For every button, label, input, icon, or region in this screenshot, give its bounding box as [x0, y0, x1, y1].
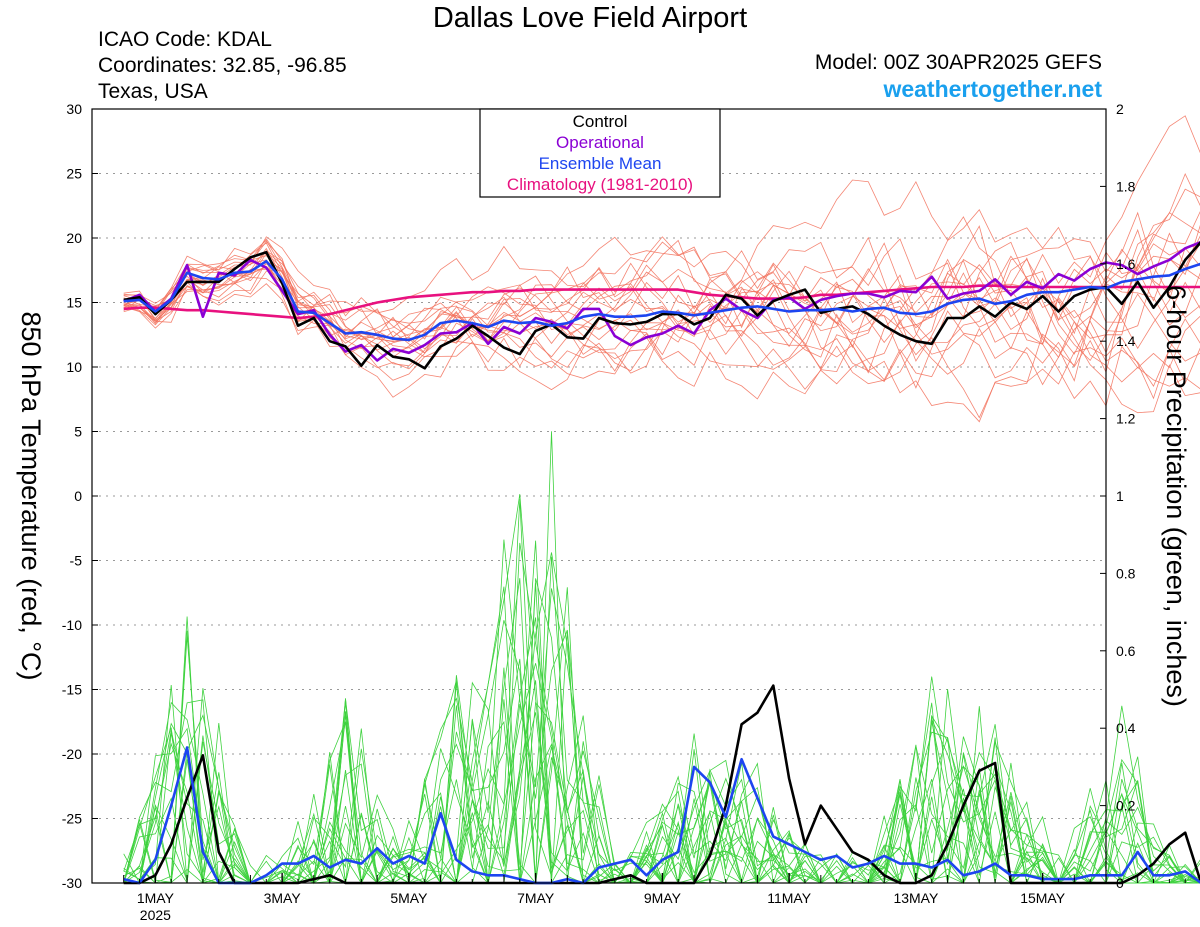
y2-tick-label: 0.8	[1116, 565, 1136, 581]
y2-tick-label: 1.4	[1116, 333, 1136, 349]
operational-temperature-line	[123, 240, 1200, 362]
x-tick-label: 15MAY	[1020, 890, 1066, 906]
ensemble-precip-member	[123, 552, 1200, 885]
model-run: Model: 00Z 30APR2025 GEFS	[814, 51, 1102, 74]
y-tick-label: -25	[62, 811, 82, 827]
x-tick-label: 9MAY	[644, 890, 682, 906]
series-lines	[123, 240, 1200, 885]
ensemble-temp-member	[123, 251, 1200, 423]
ensemble-precip-member	[123, 540, 1200, 885]
ensemble-precip-member	[123, 630, 1200, 885]
ensemble-precip-member	[123, 539, 1200, 885]
y2-tick-label: 1.6	[1116, 256, 1136, 272]
y-tick-label: 30	[66, 101, 82, 117]
y2-tick-label: 1.8	[1116, 178, 1136, 194]
ensemble-mean-temperature-line	[123, 259, 1200, 342]
icao-code: ICAO Code: KDAL	[98, 28, 272, 51]
y-axis-label: 850 hPa Temperature (red, °C)	[16, 312, 46, 681]
y-tick-label: -20	[62, 746, 82, 762]
y2-axis-label: 6-hour Precipitation (green, inches)	[1161, 285, 1191, 707]
ensemble-precip-member	[123, 616, 1200, 884]
legend: Control Operational Ensemble Mean Climatolo…	[479, 108, 721, 198]
ensemble-temp-member	[123, 212, 1200, 358]
y2-tick-label: 1	[1116, 488, 1124, 504]
y-tick-label: 15	[66, 295, 82, 311]
y2-tick-label: 0	[1116, 875, 1124, 891]
y2-tick-label: 0.4	[1116, 720, 1136, 736]
x-tick-label: 3MAY	[264, 890, 302, 906]
x-tick-label: 7MAY	[517, 890, 555, 906]
y-tick-label: 5	[74, 424, 82, 440]
ensemble-precip-member	[123, 630, 1200, 885]
region: Texas, USA	[98, 80, 208, 103]
control-precipitation-line	[123, 684, 1200, 885]
y-tick-label: 25	[66, 166, 82, 182]
legend-entry: Climatology (1981-2010)	[507, 175, 693, 194]
site-link[interactable]: weathertogether.net	[883, 76, 1102, 102]
ensemble-precip-member	[123, 499, 1200, 885]
y2-tick-label: 0.2	[1116, 798, 1136, 814]
ensemble-precip-member	[123, 617, 1200, 885]
ensemble-temp-member	[123, 211, 1200, 381]
ensemble-mean-precipitation-line	[123, 746, 1200, 885]
ensemble-precip-member	[123, 556, 1200, 885]
ensemble-precip-member	[123, 578, 1200, 885]
y2-tick-label: 1.2	[1116, 411, 1136, 427]
grid-lines	[92, 173, 1106, 819]
y-tick-label: -10	[62, 617, 82, 633]
control-temperature-line	[123, 241, 1200, 370]
x-tick-label: 13MAY	[893, 890, 939, 906]
ensemble-temp-member	[123, 115, 1200, 379]
y2-tick-label: 2	[1116, 101, 1124, 117]
x-tick-label: 11MAY	[767, 890, 811, 906]
ensemble-temp-member	[123, 188, 1200, 355]
x-tick-sublabel: 2025	[140, 907, 171, 923]
legend-entry: Ensemble Mean	[539, 154, 662, 173]
ensemble-precip-member	[123, 667, 1200, 885]
ensemble-temp-member	[123, 232, 1200, 386]
ensemble-temp-member	[123, 224, 1200, 348]
ensemble-precip-member	[123, 542, 1200, 885]
y-tick-label: 10	[66, 359, 82, 375]
y-tick-label: 20	[66, 230, 82, 246]
y2-tick-label: 0.6	[1116, 643, 1136, 659]
axes: -30-25-20-15-10-505101520253000.20.40.60…	[16, 101, 1191, 923]
ensemble-precip-member	[123, 629, 1200, 885]
x-tick-label: 5MAY	[390, 890, 428, 906]
x-tick-label: 1MAY	[137, 890, 175, 906]
y-tick-label: -5	[70, 553, 83, 569]
y-tick-label: -15	[62, 682, 82, 698]
y-tick-label: -30	[62, 875, 82, 891]
legend-box	[479, 108, 721, 198]
ensemble-temp-member	[123, 236, 1200, 391]
ensemble-temp-member	[123, 236, 1200, 387]
chart-title: Dallas Love Field Airport	[432, 2, 748, 34]
y-tick-label: 0	[74, 488, 82, 504]
legend-entry: Control	[573, 112, 628, 131]
ensemble-members	[123, 115, 1200, 885]
legend-entry: Operational	[556, 133, 644, 152]
ensemble-precip-member	[123, 701, 1200, 885]
coordinates: Coordinates: 32.85, -96.85	[98, 54, 347, 77]
ensemble-precip-member	[123, 583, 1200, 885]
